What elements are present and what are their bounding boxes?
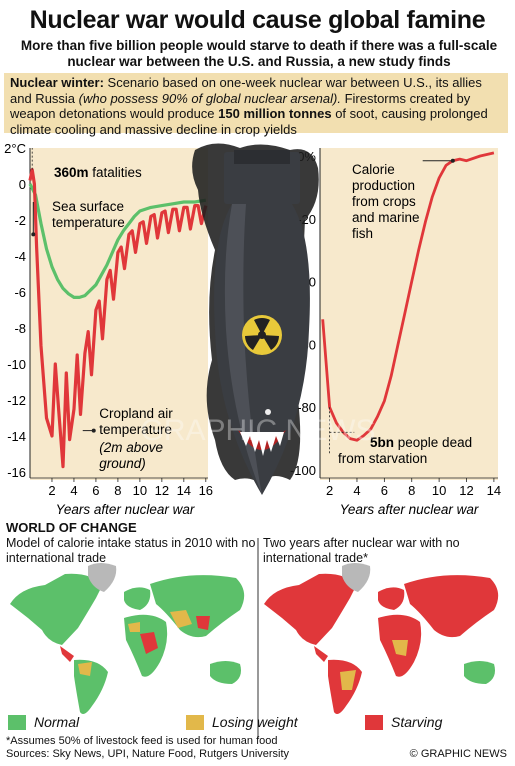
calorie-x-tick-label: 14: [487, 483, 501, 498]
nuclear-winter-box: Nuclear winter: Scenario based on one-we…: [4, 73, 508, 137]
legend-starving: Starving: [365, 714, 442, 730]
shark-eye: [265, 409, 271, 415]
watermark: GRAPHIC NEWS: [140, 414, 375, 447]
winter-soot-amount: 150 million tonnes: [218, 106, 332, 121]
map-caption-after-war: Two years after nuclear war with no inte…: [263, 536, 460, 565]
bomb-fins: [224, 152, 300, 204]
dead-text: people dead: [394, 435, 472, 450]
bomb-illustration: [192, 143, 319, 495]
temp-y-tick-label: 0: [19, 177, 26, 192]
legend-starving-label: Starving: [391, 714, 443, 730]
temp-y-tick-label: -4: [14, 249, 26, 264]
temp-x-tick-label: 6: [92, 483, 99, 498]
temp-x-tick-label: 4: [70, 483, 77, 498]
calorie-label: from crops: [352, 194, 416, 209]
temp-y-tick-label: -6: [14, 285, 26, 300]
temp-y-tick-label: -8: [14, 321, 26, 336]
dead-label: 5bn people dead: [370, 435, 472, 450]
legend-normal: Normal: [8, 714, 79, 730]
temp-x-tick-label: 10: [133, 483, 147, 498]
fatalities-text: fatalities: [89, 165, 143, 180]
winter-text-2: Firestorms created by weapon detonations…: [10, 90, 471, 122]
map-2010-greenland: [88, 563, 117, 592]
sources: Sources: Sky News, UPI, Nature Food, Rut…: [6, 748, 290, 760]
legend-starving-swatch: [365, 714, 383, 730]
calorie-x-tick-label: 8: [408, 483, 415, 498]
map-after-europe: [378, 587, 405, 610]
map-2010-australia: [210, 661, 241, 684]
calorie-y-tick-label: -100: [290, 463, 316, 478]
temp-x-axis-title: Years after nuclear war: [56, 502, 195, 517]
calorie-x-tick-label: 6: [381, 483, 388, 498]
map-2010-europe: [124, 587, 151, 610]
temp-y-tick-label: 2°C: [4, 141, 26, 156]
world-of-change-title: WORLD OF CHANGE: [6, 520, 137, 535]
fatalities-number: 360m: [54, 165, 89, 180]
sst-label: temperature: [52, 215, 125, 230]
dead-label: from starvation: [338, 451, 427, 466]
map-after-greenland: [342, 563, 371, 592]
sst-label: Sea surface: [52, 199, 124, 214]
legend-losing-weight: Losing weight: [186, 714, 298, 730]
winter-italic: (who possess 90% of global nuclear arsen…: [78, 90, 341, 106]
temp-y-tick-label: -2: [14, 213, 26, 228]
crop-label: temperature: [99, 422, 172, 437]
page-title: Nuclear war would cause global famine: [29, 6, 486, 34]
calorie-label: production: [352, 178, 415, 193]
world-map-after-war: [264, 563, 499, 714]
crop-label: Cropland air: [99, 406, 173, 421]
calorie-label: and marine: [352, 210, 420, 225]
world-map-2010: [10, 563, 245, 714]
crop-leader-dot: [91, 428, 96, 433]
dead-number: 5bn: [370, 435, 394, 450]
sea-surface-temperature-line: [28, 183, 207, 299]
calorie-x-tick-label: 10: [432, 483, 446, 498]
sst-leader-dot: [31, 232, 36, 237]
temperature-chart: 2°C 0 -2 -4 -6 -8 -10 -12 -14 -16 2 4 6 8 10 12 14 16 Year…: [4, 141, 213, 517]
legend-normal-swatch: [8, 714, 26, 730]
temp-y-tick-label: -10: [7, 357, 26, 372]
legend-normal-label: Normal: [34, 714, 80, 730]
crop-label: ground): [99, 456, 146, 471]
footer: *Assumes 50% of livestock feed is used f…: [6, 735, 289, 761]
cropland-air-temperature-line: [28, 168, 208, 469]
temp-x-tick-label: 16: [199, 483, 213, 498]
temp-y-tick-label: -12: [7, 393, 26, 408]
temp-x-tick-label: 2: [48, 483, 55, 498]
winter-text-1: Scenario based on one-week nuclear war b…: [10, 75, 482, 106]
map-after-north-america: [264, 573, 356, 645]
winter-text-3: of soot, causing prolonged climate cooli…: [10, 106, 488, 137]
temp-y-tick-label: -16: [7, 465, 26, 480]
calorie-x-tick-label: 12: [459, 483, 473, 498]
fatalities-label: 360m fatalities: [54, 165, 142, 180]
page-subtitle: More than five billion people would star…: [20, 38, 498, 69]
map-2010-asia: [150, 575, 245, 638]
crop-label: (2m above: [99, 440, 163, 455]
map-caption-2010: Model of calorie intake status in 2010 w…: [6, 536, 256, 565]
calorie-x-axis-title: Years after nuclear war: [340, 502, 479, 517]
credit: © GRAPHIC NEWS: [409, 748, 507, 760]
map-after-australia: [464, 661, 495, 684]
winter-lead: Nuclear winter:: [10, 75, 104, 90]
right-chart-panel: [320, 148, 498, 480]
temp-x-tick-label: 14: [177, 483, 191, 498]
temp-x-tick-label: 8: [114, 483, 121, 498]
temp-y-tick-label: -14: [7, 429, 26, 444]
legend-losing-weight-swatch: [186, 714, 204, 730]
legend-losing-weight-label: Losing weight: [212, 714, 298, 730]
map-2010-north-america: [10, 573, 102, 645]
calorie-label: fish: [352, 226, 373, 241]
calorie-x-tick-label: 4: [353, 483, 360, 498]
calorie-label: Calorie: [352, 162, 395, 177]
map-after-asia: [404, 575, 499, 638]
calorie-x-tick-label: 2: [326, 483, 333, 498]
temp-x-tick-label: 12: [155, 483, 169, 498]
calorie-y-tick-label: -80: [297, 400, 316, 415]
footnote: *Assumes 50% of livestock feed is used f…: [6, 735, 278, 747]
